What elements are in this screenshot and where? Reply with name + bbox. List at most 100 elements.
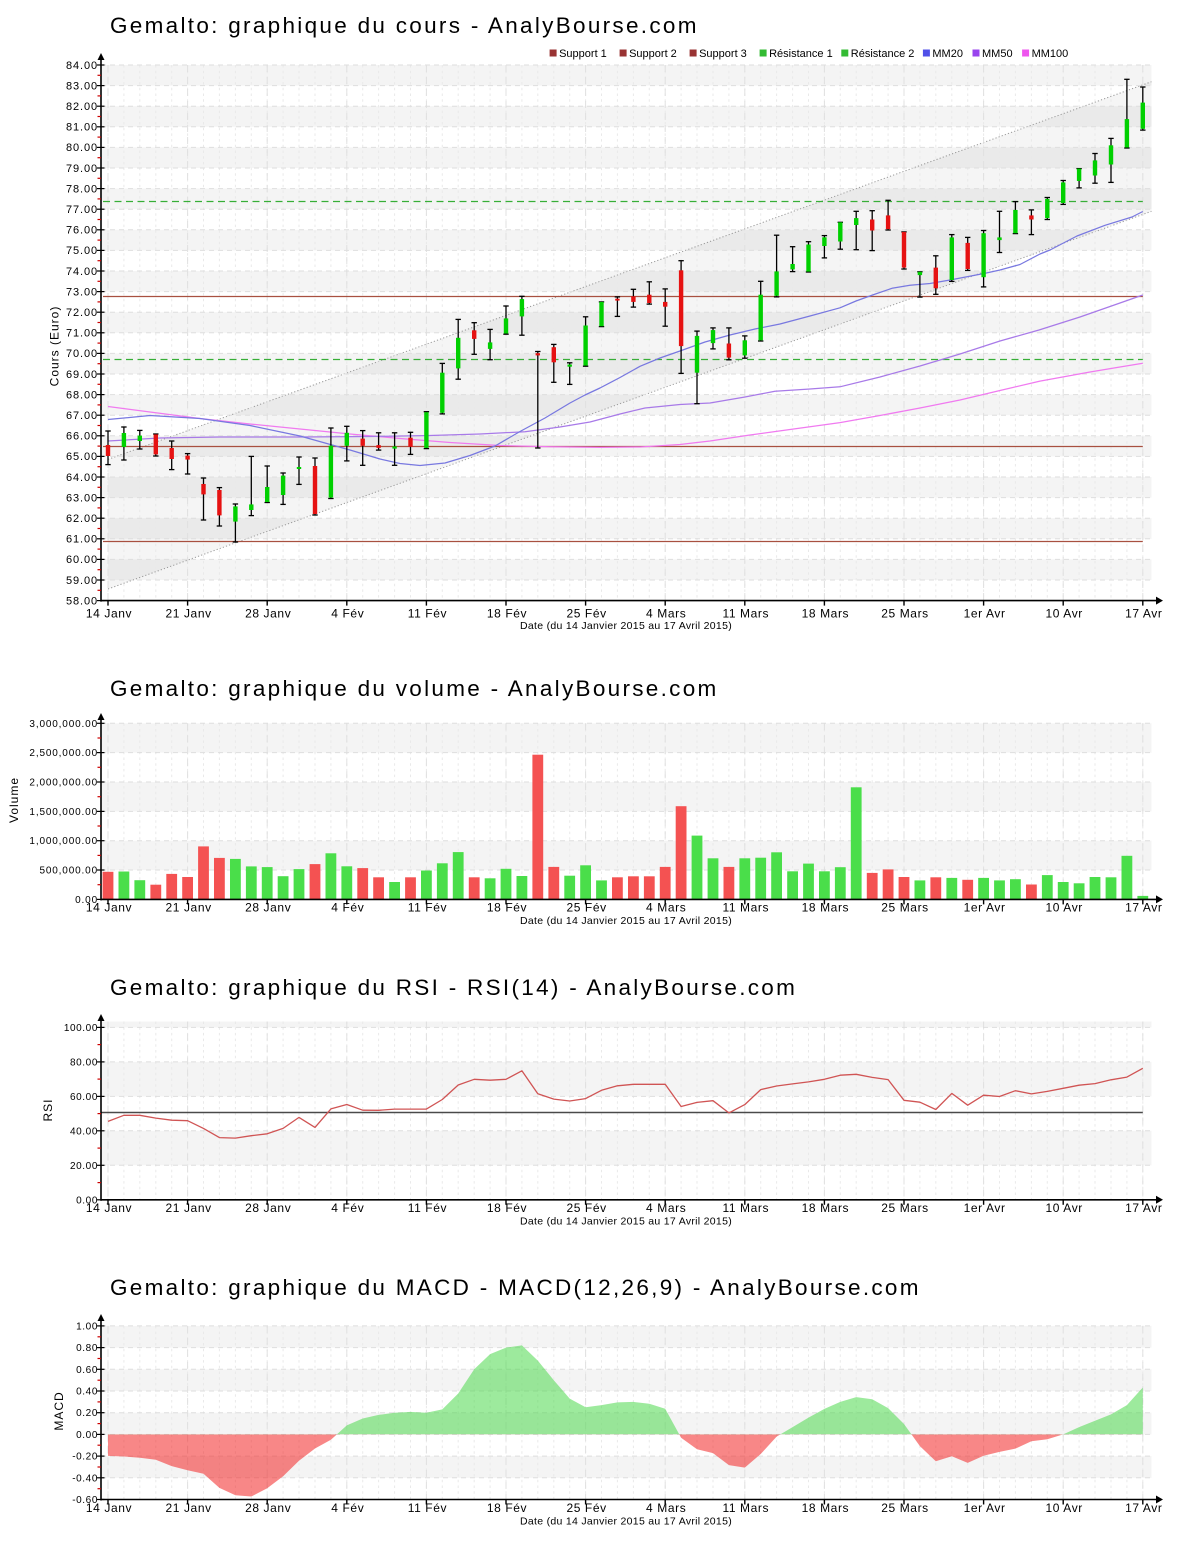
svg-text:Support 3: Support 3 bbox=[699, 48, 747, 60]
svg-text:Résistance 1: Résistance 1 bbox=[769, 48, 833, 60]
svg-text:21 Janv: 21 Janv bbox=[165, 1501, 211, 1515]
svg-text:Date (du 14 Janvier 2015 au 17: Date (du 14 Janvier 2015 au 17 Avril 201… bbox=[520, 1516, 732, 1528]
svg-text:58.00: 58.00 bbox=[66, 595, 98, 607]
svg-text:60.00: 60.00 bbox=[66, 554, 98, 566]
svg-text:73.00: 73.00 bbox=[66, 286, 98, 298]
svg-text:4 Mars: 4 Mars bbox=[646, 1501, 686, 1515]
svg-text:82.00: 82.00 bbox=[66, 101, 98, 113]
svg-text:17 Avr: 17 Avr bbox=[1125, 1201, 1162, 1215]
svg-text:28 Janv: 28 Janv bbox=[245, 607, 291, 621]
svg-text:Gemalto: graphique du MACD - M: Gemalto: graphique du MACD - MACD(12,26,… bbox=[110, 1275, 921, 1300]
svg-text:Support 2: Support 2 bbox=[629, 48, 677, 60]
svg-text:10 Avr: 10 Avr bbox=[1045, 1201, 1082, 1215]
svg-text:3,000,000.00: 3,000,000.00 bbox=[29, 719, 98, 730]
svg-text:77.00: 77.00 bbox=[66, 204, 98, 216]
svg-text:500,000.00: 500,000.00 bbox=[39, 866, 98, 877]
svg-text:40.00: 40.00 bbox=[70, 1126, 98, 1137]
svg-text:28 Janv: 28 Janv bbox=[245, 1201, 291, 1215]
svg-text:14 Janv: 14 Janv bbox=[86, 1201, 132, 1215]
svg-text:Date (du 14 Janvier 2015 au 17: Date (du 14 Janvier 2015 au 17 Avril 201… bbox=[520, 620, 732, 632]
svg-text:18 Fév: 18 Fév bbox=[487, 607, 527, 621]
svg-text:11 Mars: 11 Mars bbox=[722, 607, 769, 621]
svg-text:Cours (Euro): Cours (Euro) bbox=[48, 306, 62, 387]
svg-text:28 Janv: 28 Janv bbox=[245, 901, 291, 915]
svg-text:1er Avr: 1er Avr bbox=[964, 901, 1006, 915]
svg-text:2,500,000.00: 2,500,000.00 bbox=[29, 748, 98, 759]
svg-text:0.20: 0.20 bbox=[76, 1408, 98, 1419]
svg-text:Volume: Volume bbox=[7, 777, 21, 823]
svg-text:Gemalto: graphique du volume -: Gemalto: graphique du volume - AnalyBour… bbox=[110, 676, 719, 701]
svg-text:-0.40: -0.40 bbox=[72, 1473, 98, 1484]
svg-text:1er Avr: 1er Avr bbox=[964, 1201, 1006, 1215]
svg-text:63.00: 63.00 bbox=[66, 492, 98, 504]
svg-text:25 Mars: 25 Mars bbox=[881, 901, 929, 915]
svg-text:10 Avr: 10 Avr bbox=[1045, 607, 1082, 621]
svg-text:62.00: 62.00 bbox=[66, 513, 98, 525]
svg-text:68.00: 68.00 bbox=[66, 389, 98, 401]
svg-text:28 Janv: 28 Janv bbox=[245, 1501, 291, 1515]
svg-text:4 Mars: 4 Mars bbox=[646, 901, 686, 915]
svg-text:Date (du 14 Janvier 2015 au 17: Date (du 14 Janvier 2015 au 17 Avril 201… bbox=[520, 915, 732, 927]
svg-text:1.00: 1.00 bbox=[76, 1321, 98, 1332]
svg-text:81.00: 81.00 bbox=[66, 122, 98, 134]
svg-text:0.60: 0.60 bbox=[76, 1365, 98, 1376]
svg-text:0.00: 0.00 bbox=[76, 1195, 98, 1206]
svg-text:25 Mars: 25 Mars bbox=[881, 1501, 929, 1515]
svg-text:0.00: 0.00 bbox=[76, 1430, 98, 1441]
svg-text:Résistance 2: Résistance 2 bbox=[851, 48, 915, 60]
svg-text:11 Fév: 11 Fév bbox=[408, 607, 447, 621]
svg-text:67.00: 67.00 bbox=[66, 410, 98, 422]
svg-text:0.40: 0.40 bbox=[76, 1387, 98, 1398]
svg-text:76.00: 76.00 bbox=[66, 225, 98, 237]
svg-text:MACD: MACD bbox=[52, 1391, 66, 1430]
svg-text:72.00: 72.00 bbox=[66, 307, 98, 319]
svg-text:Date (du 14 Janvier 2015 au 17: Date (du 14 Janvier 2015 au 17 Avril 201… bbox=[520, 1216, 732, 1228]
svg-text:MM20: MM20 bbox=[932, 48, 963, 60]
svg-text:74.00: 74.00 bbox=[66, 266, 98, 278]
svg-text:18 Fév: 18 Fév bbox=[487, 901, 527, 915]
svg-text:11 Fév: 11 Fév bbox=[408, 1201, 447, 1215]
svg-text:20.00: 20.00 bbox=[70, 1161, 98, 1172]
svg-text:25 Mars: 25 Mars bbox=[881, 607, 929, 621]
svg-text:17 Avr: 17 Avr bbox=[1125, 901, 1162, 915]
svg-text:65.00: 65.00 bbox=[66, 451, 98, 463]
svg-text:100.00: 100.00 bbox=[64, 1023, 98, 1034]
svg-text:0.00: 0.00 bbox=[75, 895, 98, 906]
svg-text:59.00: 59.00 bbox=[66, 575, 98, 587]
svg-text:83.00: 83.00 bbox=[66, 80, 98, 92]
svg-text:4 Fév: 4 Fév bbox=[331, 1501, 364, 1515]
svg-text:60.00: 60.00 bbox=[70, 1092, 98, 1103]
svg-text:69.00: 69.00 bbox=[66, 369, 98, 381]
svg-text:2,000,000.00: 2,000,000.00 bbox=[29, 778, 98, 789]
svg-text:0.80: 0.80 bbox=[76, 1343, 98, 1354]
svg-text:11 Fév: 11 Fév bbox=[408, 1501, 447, 1515]
svg-text:64.00: 64.00 bbox=[66, 472, 98, 484]
svg-text:1er Avr: 1er Avr bbox=[964, 607, 1006, 621]
svg-text:1,500,000.00: 1,500,000.00 bbox=[29, 807, 98, 818]
svg-text:18 Mars: 18 Mars bbox=[802, 1501, 850, 1515]
svg-text:4 Mars: 4 Mars bbox=[646, 607, 686, 621]
svg-text:4 Fév: 4 Fév bbox=[331, 1201, 364, 1215]
svg-text:25 Mars: 25 Mars bbox=[881, 1201, 929, 1215]
svg-text:11 Fév: 11 Fév bbox=[408, 901, 447, 915]
svg-text:-0.60: -0.60 bbox=[72, 1495, 98, 1506]
svg-text:18 Mars: 18 Mars bbox=[802, 607, 850, 621]
svg-text:MM50: MM50 bbox=[982, 48, 1013, 60]
svg-text:80.00: 80.00 bbox=[66, 142, 98, 154]
svg-text:1,000,000.00: 1,000,000.00 bbox=[29, 836, 98, 847]
svg-text:-0.20: -0.20 bbox=[72, 1452, 98, 1463]
svg-text:21 Janv: 21 Janv bbox=[165, 901, 211, 915]
svg-text:17 Avr: 17 Avr bbox=[1125, 1501, 1162, 1515]
svg-text:78.00: 78.00 bbox=[66, 183, 98, 195]
svg-text:18 Fév: 18 Fév bbox=[487, 1501, 527, 1515]
svg-text:14 Janv: 14 Janv bbox=[86, 901, 132, 915]
svg-text:Gemalto: graphique du RSI - RS: Gemalto: graphique du RSI - RSI(14) - An… bbox=[110, 975, 797, 1000]
svg-text:11 Mars: 11 Mars bbox=[722, 1201, 769, 1215]
svg-text:18 Mars: 18 Mars bbox=[802, 1201, 850, 1215]
svg-text:4 Fév: 4 Fév bbox=[331, 901, 364, 915]
svg-text:21 Janv: 21 Janv bbox=[165, 607, 211, 621]
svg-text:4 Fév: 4 Fév bbox=[331, 607, 364, 621]
svg-text:18 Mars: 18 Mars bbox=[802, 901, 850, 915]
svg-text:18 Fév: 18 Fév bbox=[487, 1201, 527, 1215]
svg-text:4 Mars: 4 Mars bbox=[646, 1201, 686, 1215]
